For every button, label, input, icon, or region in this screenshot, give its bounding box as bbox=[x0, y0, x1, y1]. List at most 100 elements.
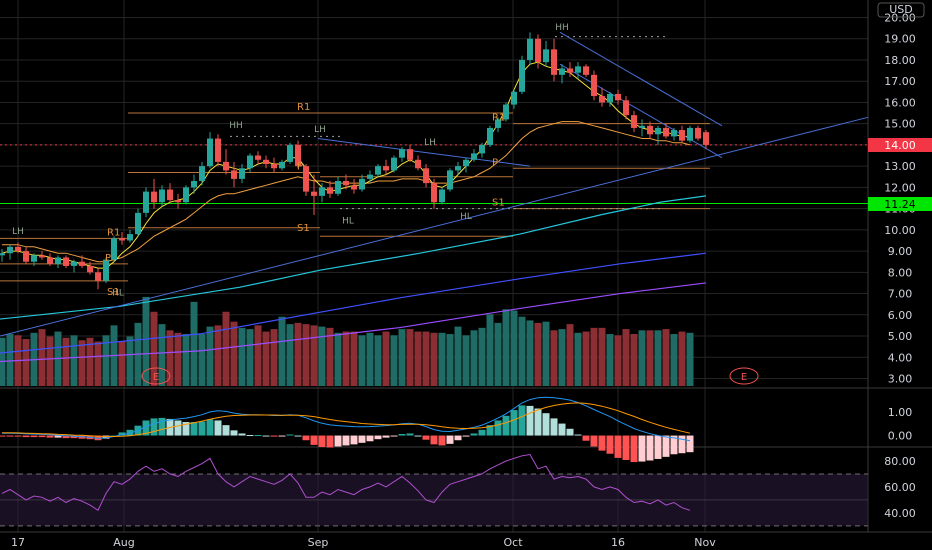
volume-bar bbox=[430, 332, 438, 386]
candle-body bbox=[215, 138, 221, 162]
candle-body bbox=[695, 127, 701, 139]
volume-bar bbox=[118, 341, 126, 386]
macd-histogram-bar bbox=[214, 420, 222, 436]
macd-histogram-bar bbox=[46, 435, 54, 438]
trendline-channel-bottom bbox=[559, 63, 723, 159]
macd-histogram-bar bbox=[606, 435, 614, 454]
candle-body bbox=[511, 91, 517, 105]
macd-histogram-bar bbox=[54, 435, 62, 438]
volume-bar bbox=[70, 335, 78, 386]
macd-histogram-bar bbox=[102, 435, 110, 439]
macd-histogram-bar bbox=[526, 405, 534, 436]
volume-bar bbox=[358, 335, 366, 386]
candle-body bbox=[599, 96, 605, 103]
price-tick-label: 13.00 bbox=[884, 160, 916, 173]
candle-body bbox=[479, 144, 485, 154]
macd-histogram-bar bbox=[278, 435, 286, 437]
volume-bar bbox=[534, 322, 542, 386]
candle-body bbox=[39, 255, 45, 258]
macd-histogram-bar bbox=[382, 435, 390, 438]
candle-body bbox=[279, 161, 285, 169]
candle-body bbox=[175, 200, 181, 203]
candle-body bbox=[447, 170, 453, 190]
volume-bar bbox=[366, 332, 374, 386]
macd-histogram-bar bbox=[262, 435, 270, 437]
macd-histogram-bar bbox=[486, 425, 494, 436]
candle-body bbox=[199, 166, 205, 182]
rsi-tick-label: 40.00 bbox=[884, 507, 916, 520]
volume-bar bbox=[438, 332, 446, 386]
candle-body bbox=[367, 174, 373, 179]
candle-body bbox=[407, 149, 413, 160]
macd-histogram-bar bbox=[222, 425, 230, 436]
volume-bar bbox=[614, 335, 622, 386]
candle-body bbox=[679, 130, 685, 141]
price-tick-label: 15.00 bbox=[884, 118, 916, 131]
currency-box bbox=[877, 2, 925, 18]
volume-bar bbox=[686, 332, 694, 386]
ma-long-line bbox=[0, 252, 707, 354]
macd-histogram-bar bbox=[454, 435, 462, 441]
volume-bar bbox=[270, 329, 278, 386]
volume-bar bbox=[206, 326, 214, 386]
volume-bar bbox=[622, 329, 630, 386]
volume-bar bbox=[142, 296, 150, 386]
candle-body bbox=[311, 191, 317, 196]
candle-body bbox=[663, 127, 669, 137]
rsi-line bbox=[1, 453, 691, 512]
pivot-levels bbox=[0, 36, 868, 282]
pivot-level-label: S1 bbox=[492, 198, 505, 209]
macd-histogram-bar bbox=[622, 435, 630, 460]
macd-histogram-bar bbox=[62, 435, 70, 439]
candle-body bbox=[31, 255, 37, 262]
price-tick-label: 5.00 bbox=[888, 330, 913, 343]
axes: 20.00 19.00 18.00 17.00 16.00 15.00 14.00 13.00… bbox=[11, 2, 925, 549]
volume-bar bbox=[286, 324, 294, 386]
macd-histogram-bar bbox=[558, 423, 566, 436]
volume-bar bbox=[662, 329, 670, 386]
candle-body bbox=[375, 166, 381, 175]
volume-bar bbox=[78, 340, 86, 386]
volume-bar bbox=[646, 330, 654, 386]
pivot-level-label: R1 bbox=[297, 102, 310, 113]
pivot-level-label: R1 bbox=[492, 113, 505, 124]
rsi-band bbox=[0, 473, 868, 526]
volume-bar bbox=[238, 327, 246, 386]
candle-body bbox=[423, 168, 429, 184]
candle-body bbox=[567, 68, 573, 73]
macd-histogram-bar bbox=[590, 435, 598, 447]
macd-histogram-bar bbox=[574, 434, 582, 436]
candle-body bbox=[607, 93, 613, 103]
earnings-marker[interactable]: E bbox=[729, 367, 759, 385]
macd-histogram-bar bbox=[598, 435, 606, 451]
price-tick-label: 9.00 bbox=[888, 245, 913, 258]
volume-bar bbox=[86, 337, 94, 386]
trendline-resistance bbox=[317, 138, 531, 167]
volume-bar bbox=[294, 322, 302, 386]
candle-body bbox=[119, 238, 125, 241]
candle-body bbox=[655, 127, 661, 135]
volume-bar bbox=[510, 310, 518, 386]
candle-body bbox=[223, 161, 229, 171]
candle-body bbox=[135, 212, 141, 235]
earnings-marker[interactable]: E bbox=[141, 367, 171, 385]
volume-bar bbox=[526, 320, 534, 386]
candle-body bbox=[87, 265, 93, 273]
volume-bar bbox=[22, 338, 30, 386]
volume-bar bbox=[486, 314, 494, 386]
price-tick-label: 18.00 bbox=[884, 54, 916, 67]
macd-histogram-bar bbox=[542, 413, 550, 436]
volume-bar bbox=[318, 326, 326, 386]
volume-bar bbox=[174, 332, 182, 386]
ma-longer-line bbox=[0, 282, 707, 363]
volume-bar bbox=[38, 329, 46, 386]
price-tick-label: 6.00 bbox=[888, 309, 913, 322]
pattern-label: LH bbox=[12, 227, 24, 237]
candle-body bbox=[79, 261, 85, 266]
macd-histogram-bar bbox=[582, 435, 590, 441]
volume-bar bbox=[478, 327, 486, 386]
candle-body bbox=[71, 261, 77, 266]
macd-histogram-bar bbox=[366, 435, 374, 442]
macd-histogram-bar bbox=[294, 435, 302, 437]
